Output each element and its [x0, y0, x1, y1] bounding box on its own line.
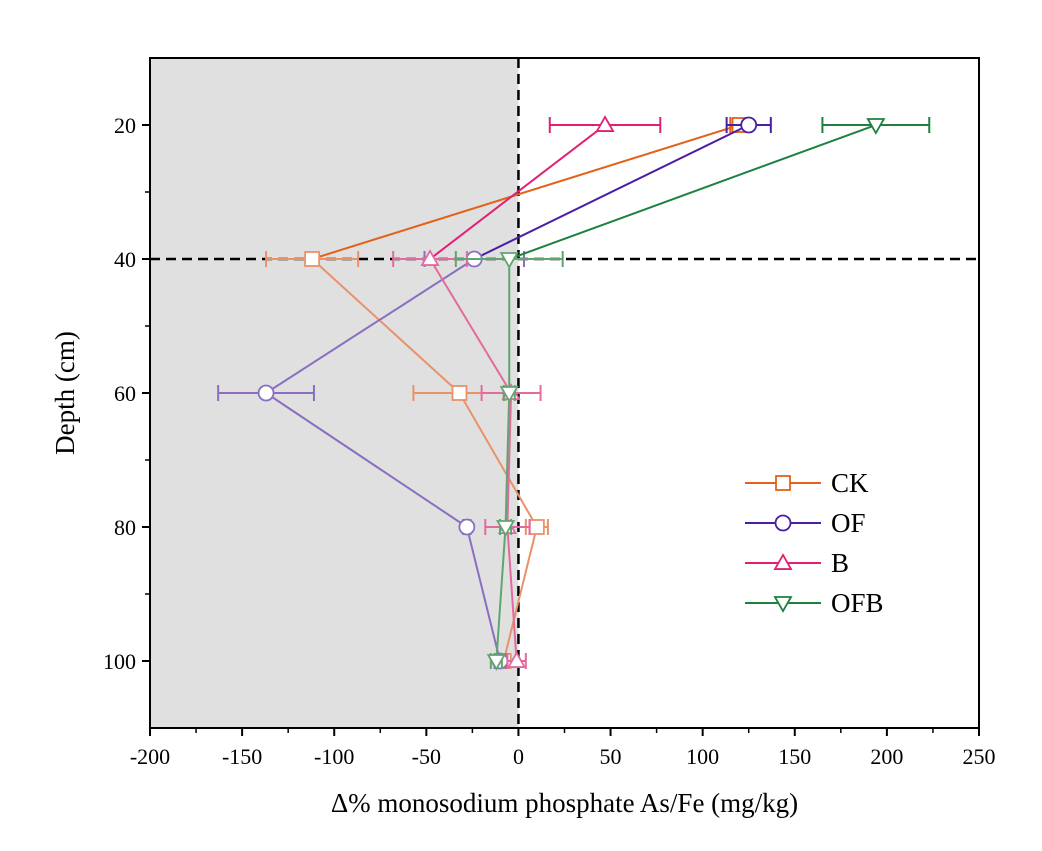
series-line-segment	[506, 526, 518, 662]
data-point	[420, 249, 440, 266]
x-tick-label: 150	[778, 744, 811, 769]
y-tick-label: 60	[114, 381, 136, 406]
legend-marker	[773, 596, 793, 613]
series-line-segment	[265, 258, 475, 394]
series-line-segment	[495, 526, 507, 662]
y-tick-label: 100	[103, 649, 136, 674]
data-point	[507, 651, 527, 668]
x-axis-title: Δ% monosodium phosphate As/Fe (mg/kg)	[331, 788, 798, 818]
x-tick-label: -150	[222, 744, 262, 769]
series-line-segment	[502, 526, 538, 662]
legend-label: CK	[831, 468, 869, 498]
series-line-segment	[311, 258, 461, 394]
data-point	[740, 116, 758, 134]
x-tick-label: -100	[314, 744, 354, 769]
data-point	[257, 384, 275, 402]
y-axis-title: Depth (cm)	[50, 331, 80, 455]
series-line-segment	[506, 392, 513, 528]
axis-ticks: -200 -150 -100 -50 0 50 100 150 200 250 20 40 60 80 10…	[103, 113, 996, 769]
legend-label: OFB	[831, 588, 884, 618]
x-tick-label: 50	[600, 744, 622, 769]
data-point	[458, 518, 476, 536]
x-tick-label: 0	[513, 744, 524, 769]
legend-marker	[775, 475, 791, 491]
data-point	[451, 385, 468, 401]
x-tick-label: 200	[870, 744, 903, 769]
series-line-segment	[429, 258, 512, 394]
series-layer	[217, 115, 931, 671]
data-point	[304, 251, 321, 267]
y-tick-label: 40	[114, 247, 136, 272]
data-point	[866, 118, 886, 135]
data-point	[499, 252, 519, 269]
x-tick-label: 250	[963, 744, 996, 769]
y-tick-label: 80	[114, 515, 136, 540]
x-tick-label: -200	[130, 744, 170, 769]
series-line-segment	[458, 392, 538, 528]
data-point	[595, 115, 615, 132]
legend-label: OF	[831, 508, 866, 538]
series-line-segment	[429, 124, 606, 260]
legend-marker	[773, 553, 793, 570]
x-tick-label: -50	[412, 744, 441, 769]
data-point	[499, 386, 519, 403]
data-point	[495, 520, 516, 537]
series-line-segment	[504, 392, 511, 528]
series-line-segment	[265, 392, 468, 528]
series-line-segment	[473, 124, 750, 260]
legend-label: B	[831, 548, 849, 578]
series-ofb	[454, 117, 931, 671]
series-line-segment	[311, 124, 740, 260]
data-point	[528, 519, 545, 535]
legend-marker	[774, 514, 792, 532]
data-point	[486, 654, 506, 671]
x-tick-label: 100	[686, 744, 719, 769]
y-tick-label: 20	[114, 113, 136, 138]
series-line-segment	[465, 526, 501, 662]
series-line-segment	[508, 124, 877, 260]
